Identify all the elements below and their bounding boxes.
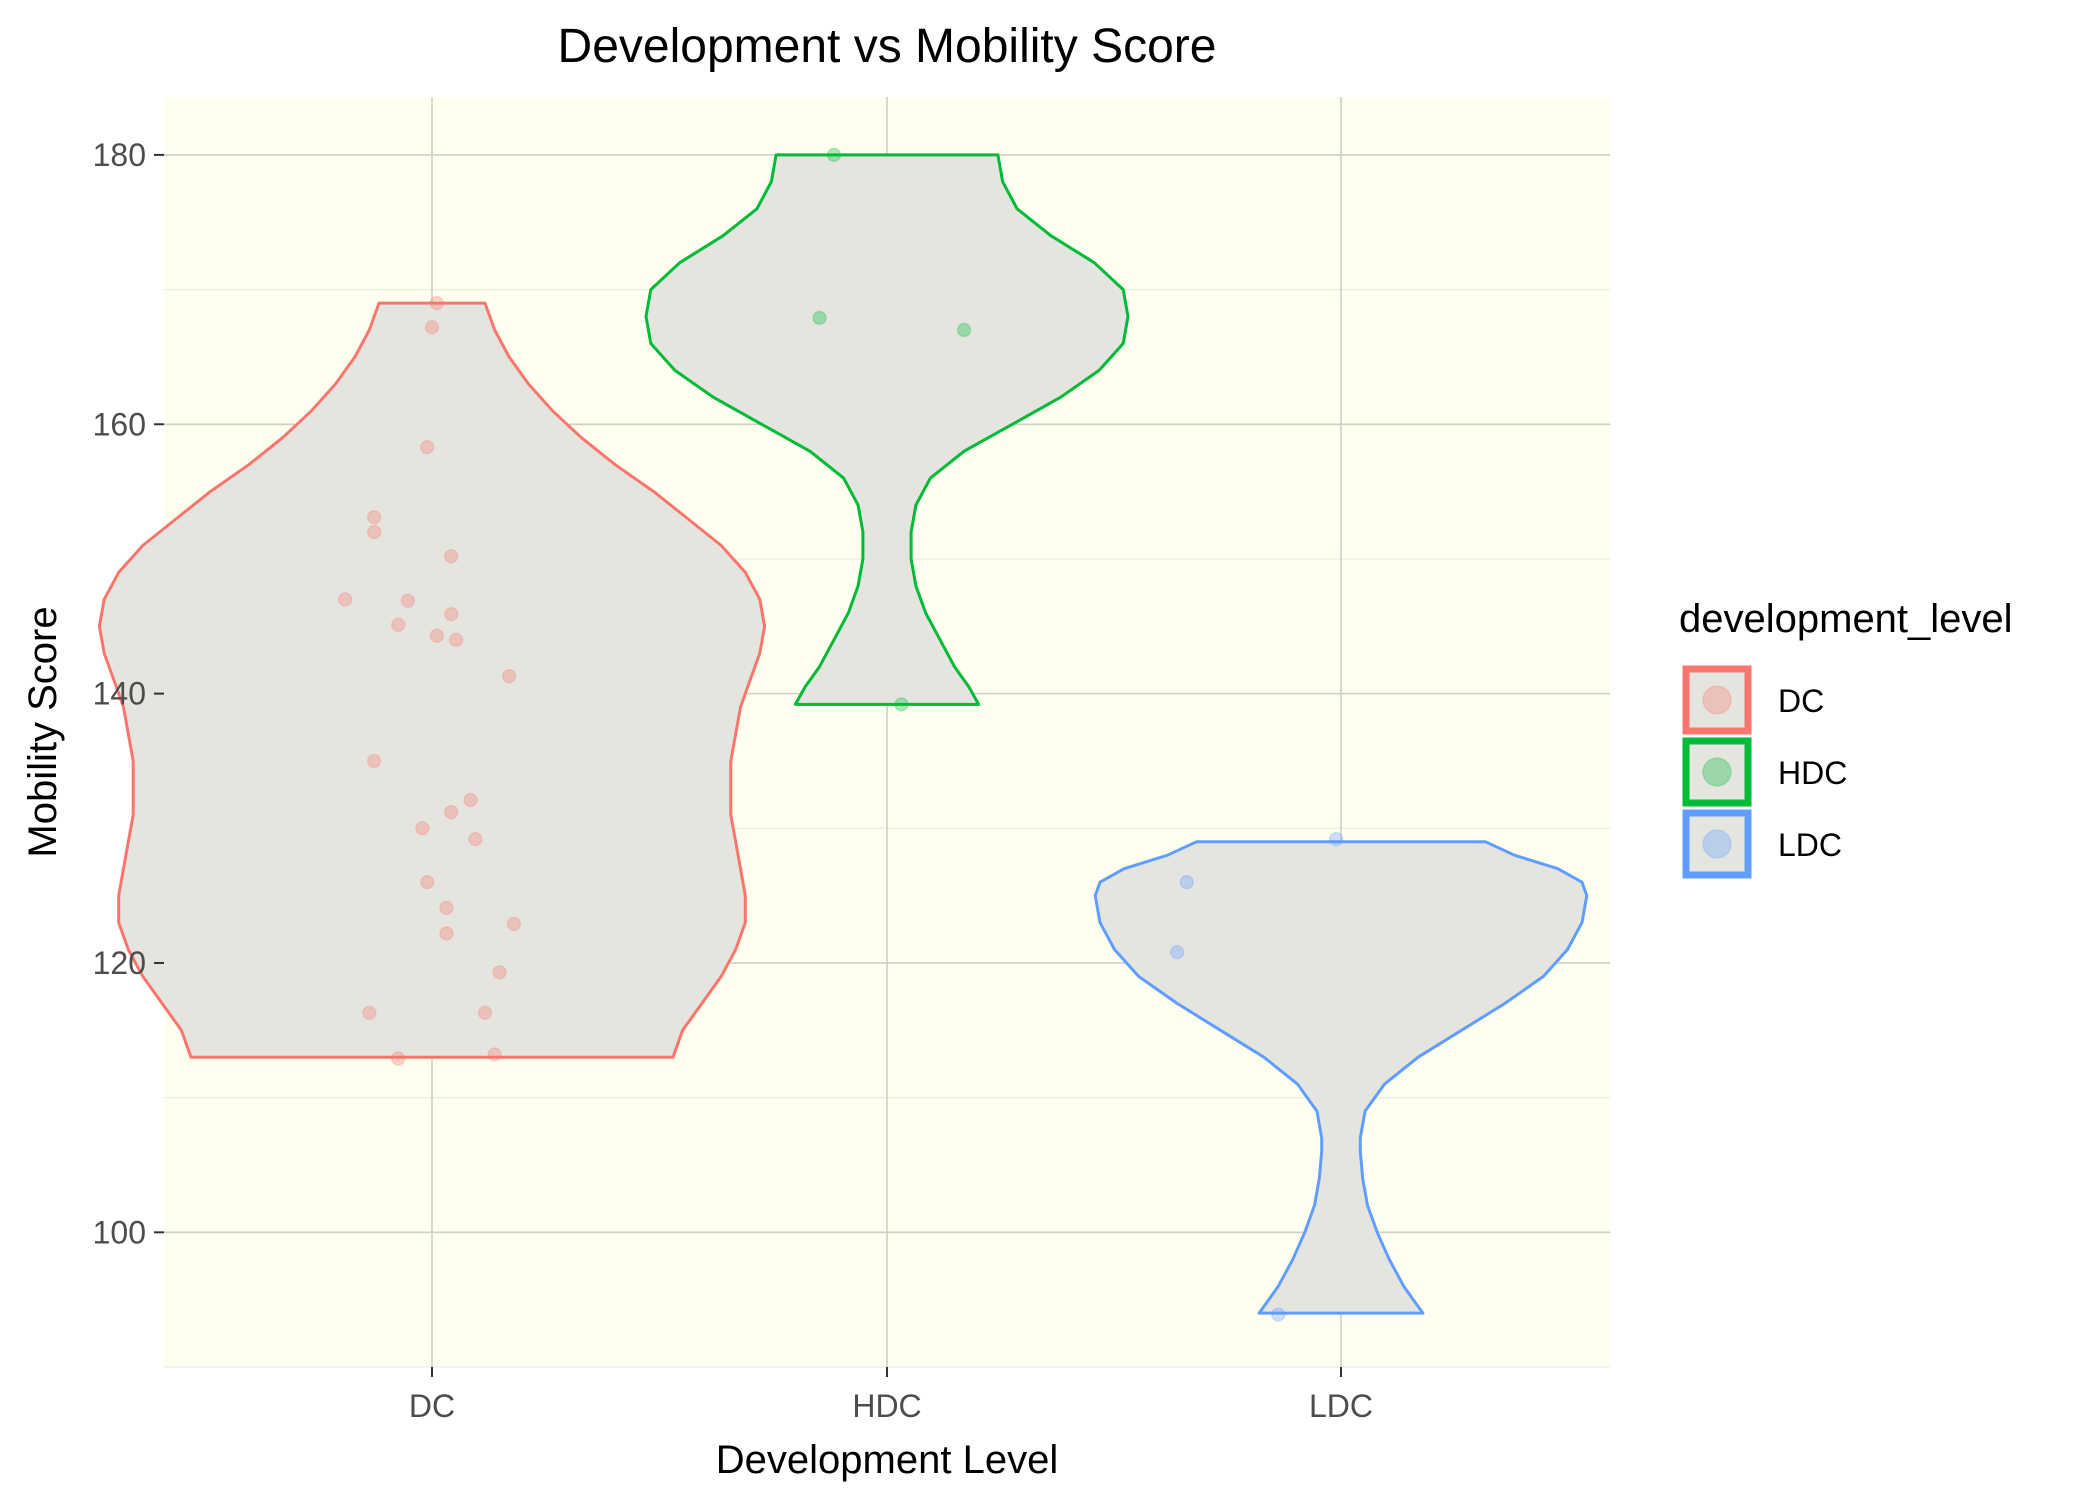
violins xyxy=(97,153,1589,1315)
data-point-hdc xyxy=(826,147,842,163)
data-point-dc xyxy=(419,439,435,455)
axes: 100 120 140 160 180 DC HDC LDC xyxy=(93,137,1373,1424)
legend-key xyxy=(1682,737,1752,807)
data-point-dc xyxy=(501,668,517,684)
data-point-ldc xyxy=(1328,831,1344,847)
data-point-dc xyxy=(439,900,454,916)
legend-key-point xyxy=(1702,757,1732,787)
chart-title: Development vs Mobility Score xyxy=(558,20,1217,73)
legend-item-dc: DC xyxy=(1682,665,1824,735)
data-point-dc xyxy=(448,632,464,647)
y-tick-label: 120 xyxy=(93,945,146,981)
legend-key xyxy=(1682,809,1752,879)
data-point-dc xyxy=(444,606,459,622)
violin-hdc xyxy=(644,153,1130,706)
data-point-hdc xyxy=(894,697,909,712)
data-point-dc xyxy=(439,926,454,941)
y-tick-label: 140 xyxy=(93,676,146,712)
data-point-dc xyxy=(444,548,459,564)
legend-title: development_level xyxy=(1679,597,2013,641)
data-point-dc xyxy=(362,1005,377,1021)
legend-key xyxy=(1682,665,1752,735)
data-point-dc xyxy=(492,965,507,980)
y-tick-label: 100 xyxy=(93,1214,146,1250)
data-point-ldc xyxy=(1179,874,1195,890)
data-point-dc xyxy=(400,593,416,608)
legend-key-point xyxy=(1702,685,1732,715)
data-point-dc xyxy=(477,1005,493,1021)
data-point-dc xyxy=(415,821,430,836)
data-point-dc xyxy=(429,295,445,311)
data-point-ldc xyxy=(1169,944,1185,960)
data-point-dc xyxy=(337,592,353,607)
data-point-dc xyxy=(506,916,522,932)
y-axis-title: Mobility Score xyxy=(21,606,65,857)
legend: development_level DC HDC LDC xyxy=(1679,597,2013,879)
data-point-dc xyxy=(366,753,382,769)
data-point-ldc xyxy=(1271,1307,1286,1322)
data-point-dc xyxy=(391,617,406,633)
legend-label: DC xyxy=(1778,683,1824,719)
data-point-dc xyxy=(366,509,382,525)
x-tick-label: DC xyxy=(409,1388,455,1424)
violin-ldc xyxy=(1093,840,1589,1315)
data-point-dc xyxy=(468,831,483,847)
data-point-dc xyxy=(487,1047,502,1062)
data-point-dc xyxy=(463,792,478,808)
data-point-dc xyxy=(424,320,440,335)
data-point-dc xyxy=(444,804,459,820)
x-tick-label: LDC xyxy=(1309,1388,1373,1424)
legend-label: LDC xyxy=(1778,827,1842,863)
legend-label: HDC xyxy=(1778,755,1847,791)
data-point-dc xyxy=(391,1051,406,1066)
data-point-hdc xyxy=(812,310,827,326)
legend-item-ldc: LDC xyxy=(1682,809,1842,879)
legend-key-point xyxy=(1702,829,1732,859)
data-point-hdc xyxy=(956,322,972,338)
x-tick-label: HDC xyxy=(852,1388,921,1424)
legend-item-hdc: HDC xyxy=(1682,737,1847,807)
x-axis-title: Development Level xyxy=(716,1438,1058,1482)
data-point-dc xyxy=(366,524,382,540)
data-point-dc xyxy=(429,628,445,643)
data-point-dc xyxy=(419,874,435,890)
violin-dc xyxy=(97,301,767,1059)
jitter-points xyxy=(337,147,1344,1322)
y-tick-label: 160 xyxy=(93,406,146,442)
y-tick-label: 180 xyxy=(93,137,146,173)
